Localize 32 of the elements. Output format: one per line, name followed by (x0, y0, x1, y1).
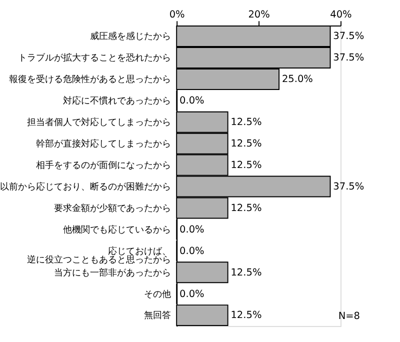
x-tick-label: 40% (330, 9, 352, 20)
y-tick-label: 以前から応じており、断るのが困難だから (0, 181, 172, 192)
y-tick-label: 担当者個人で対応してしまったから (27, 117, 172, 128)
y-tick-label: 応じておけば、逆に役立つこともあると思ったから (27, 246, 172, 266)
y-tick-label: 対応に不慣れであったから (63, 96, 172, 107)
data-label: 37.5% (333, 181, 364, 192)
data-label: 12.5% (230, 138, 262, 150)
y-tick-label: 他機関でも応じているから (63, 224, 172, 236)
annotation: N=8 (338, 311, 360, 322)
data-label: 0.0% (180, 288, 204, 300)
x-tick-label: 0% (169, 9, 185, 20)
y-tick-label: 幹部が直接対応してしまったから (36, 138, 172, 150)
y-tick-label: 報復を受ける危険性があると思ったから (9, 74, 172, 86)
y-tick-label: トラブルが拡大することを恐れたから (18, 52, 172, 64)
y-tick-label: 要求金額が少額であったから (54, 202, 172, 214)
y-tick-label: その他 (144, 288, 172, 300)
data-label: 12.5% (230, 202, 262, 214)
data-label: 0.0% (180, 96, 204, 107)
y-tick-label: 当方にも一部非があったから (54, 267, 172, 278)
data-label: 37.5% (333, 52, 364, 64)
x-tick-label: 20% (248, 9, 270, 20)
data-label: 12.5% (230, 310, 262, 322)
data-label: 0.0% (180, 246, 204, 257)
data-label: 0.0% (180, 224, 204, 236)
data-label: 12.5% (230, 117, 262, 128)
y-tick-label: 無回答 (144, 310, 172, 322)
y-tick-label: 相手をするのが面倒になったから (36, 160, 172, 171)
y-tick-label: 威圧感を感じたから (90, 31, 172, 42)
data-label: 12.5% (230, 160, 262, 171)
data-label: 37.5% (333, 31, 364, 42)
data-label: 12.5% (230, 267, 262, 278)
data-label: 25.0% (282, 74, 313, 86)
